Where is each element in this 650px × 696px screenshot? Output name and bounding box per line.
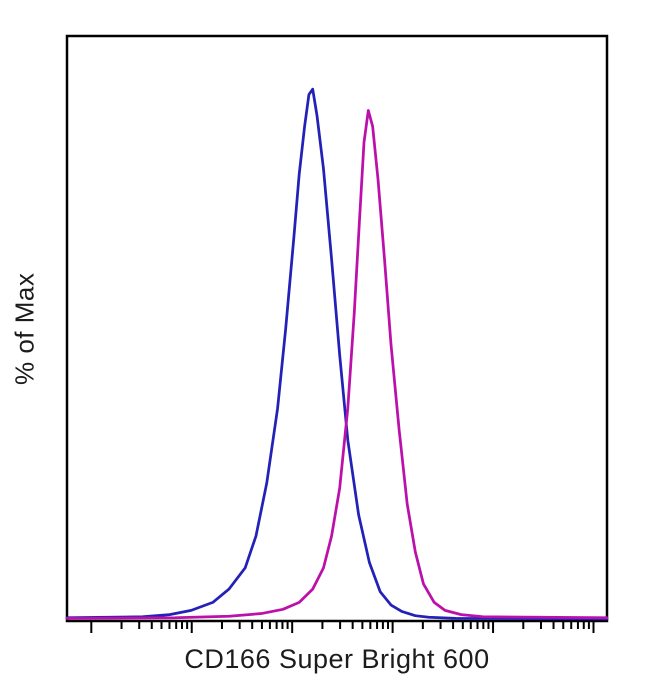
x-axis-label: CD166 Super Bright 600 — [184, 644, 490, 674]
blue-curve — [65, 87, 609, 621]
x-axis-ticks — [90, 622, 595, 633]
series-lines — [65, 87, 609, 621]
plot-area-border — [65, 34, 609, 623]
magenta-curve — [65, 109, 609, 620]
y-axis-label: % of Max — [9, 272, 40, 385]
